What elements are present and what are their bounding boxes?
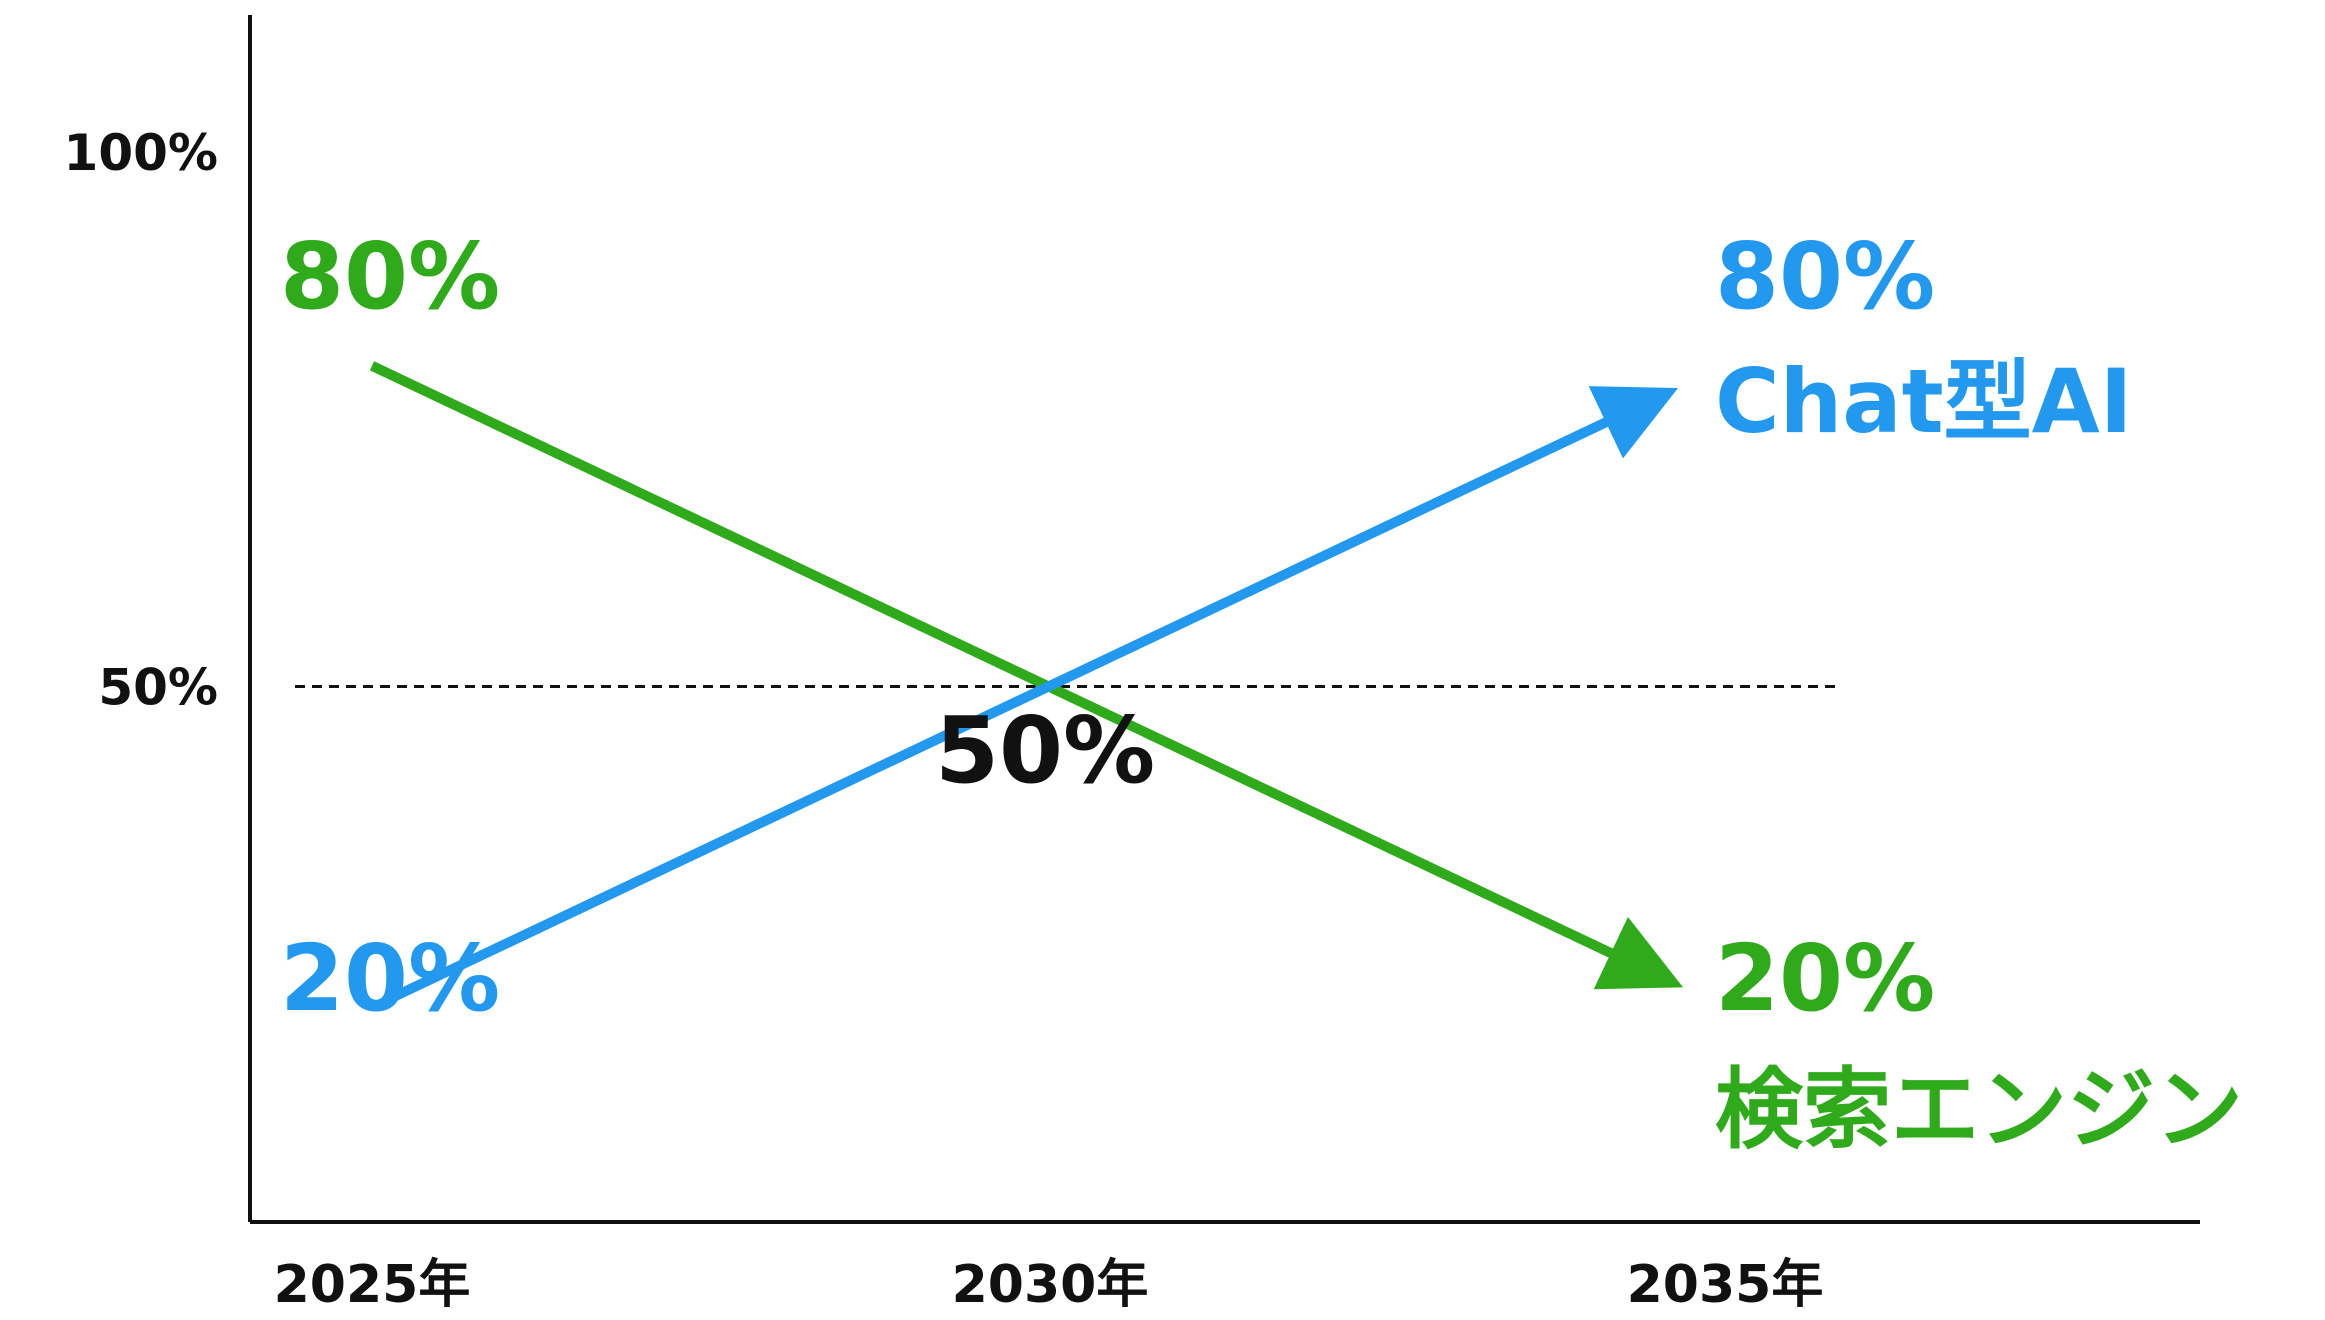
- y-tick-label: 100%: [64, 124, 218, 182]
- y-tick-label: 50%: [98, 659, 218, 717]
- series-name-chat-ai: Chat型AI: [1715, 350, 2133, 453]
- data-label-search-engine-start: 80%: [280, 223, 500, 330]
- data-label-search-engine-end: 20%: [1715, 925, 1935, 1032]
- series-line-chat-ai: [387, 386, 1679, 1004]
- series-line-search-engine: [369, 361, 1684, 990]
- intersection-label: 50%: [935, 697, 1155, 804]
- data-label-chat-ai-end: 80%: [1715, 223, 1935, 330]
- x-tick-label: 2025年: [274, 1255, 471, 1315]
- series-name-search-engine: 検索エンジン: [1715, 1058, 2243, 1161]
- x-tick-label: 2035年: [1627, 1255, 1824, 1315]
- data-label-chat-ai-start: 20%: [280, 925, 500, 1032]
- x-tick-label: 2030年: [952, 1255, 1149, 1315]
